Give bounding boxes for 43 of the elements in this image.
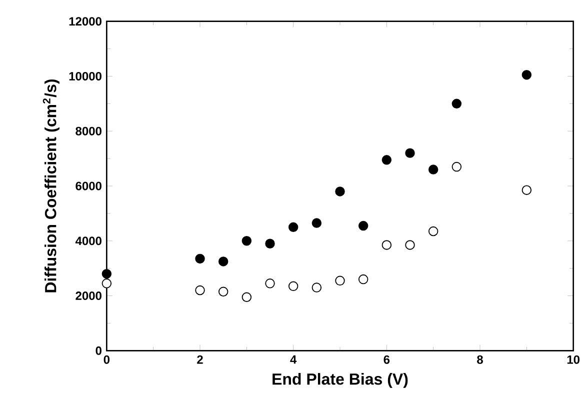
point	[522, 70, 532, 80]
x-tick-label: 2	[197, 355, 203, 364]
y-tick-label: 12000	[69, 17, 102, 26]
point	[102, 278, 112, 288]
point	[288, 281, 298, 292]
y-tick-label: 0	[96, 346, 102, 355]
y-tick-label: 8000	[76, 126, 102, 136]
x-tick-label: 0	[104, 355, 110, 364]
y-tick-label: 2000	[76, 292, 102, 300]
x-tick-label: 4	[290, 355, 297, 364]
point	[312, 218, 322, 228]
y-axis-title: Diffusion Coefficient (cm$^{2}$/s)	[42, 79, 60, 292]
point	[358, 220, 368, 231]
point	[218, 256, 228, 266]
point	[195, 285, 205, 296]
point	[288, 222, 298, 232]
y-tick-label: 6000	[76, 182, 102, 190]
x-tick-label: 8	[477, 355, 483, 364]
point	[242, 292, 252, 302]
x-axis-title: End Plate Bias (V)	[272, 373, 408, 388]
x-tick-label: 6	[384, 355, 390, 364]
point	[452, 162, 462, 172]
point	[405, 240, 415, 250]
point	[428, 226, 438, 236]
point	[335, 186, 345, 196]
y-tick-label: 10000	[69, 72, 102, 80]
y-tick-label: 4000	[75, 236, 102, 246]
point	[265, 278, 275, 288]
point	[382, 240, 392, 250]
point	[102, 268, 112, 279]
point	[452, 98, 462, 109]
point	[335, 276, 345, 286]
x-tick-label: 10	[567, 355, 580, 364]
point	[312, 282, 322, 292]
point	[405, 148, 415, 158]
point	[195, 254, 205, 264]
point	[265, 238, 275, 248]
point	[522, 185, 532, 195]
point	[358, 274, 368, 284]
point	[218, 286, 228, 297]
point	[382, 155, 392, 165]
point	[428, 164, 438, 174]
point	[242, 236, 252, 246]
